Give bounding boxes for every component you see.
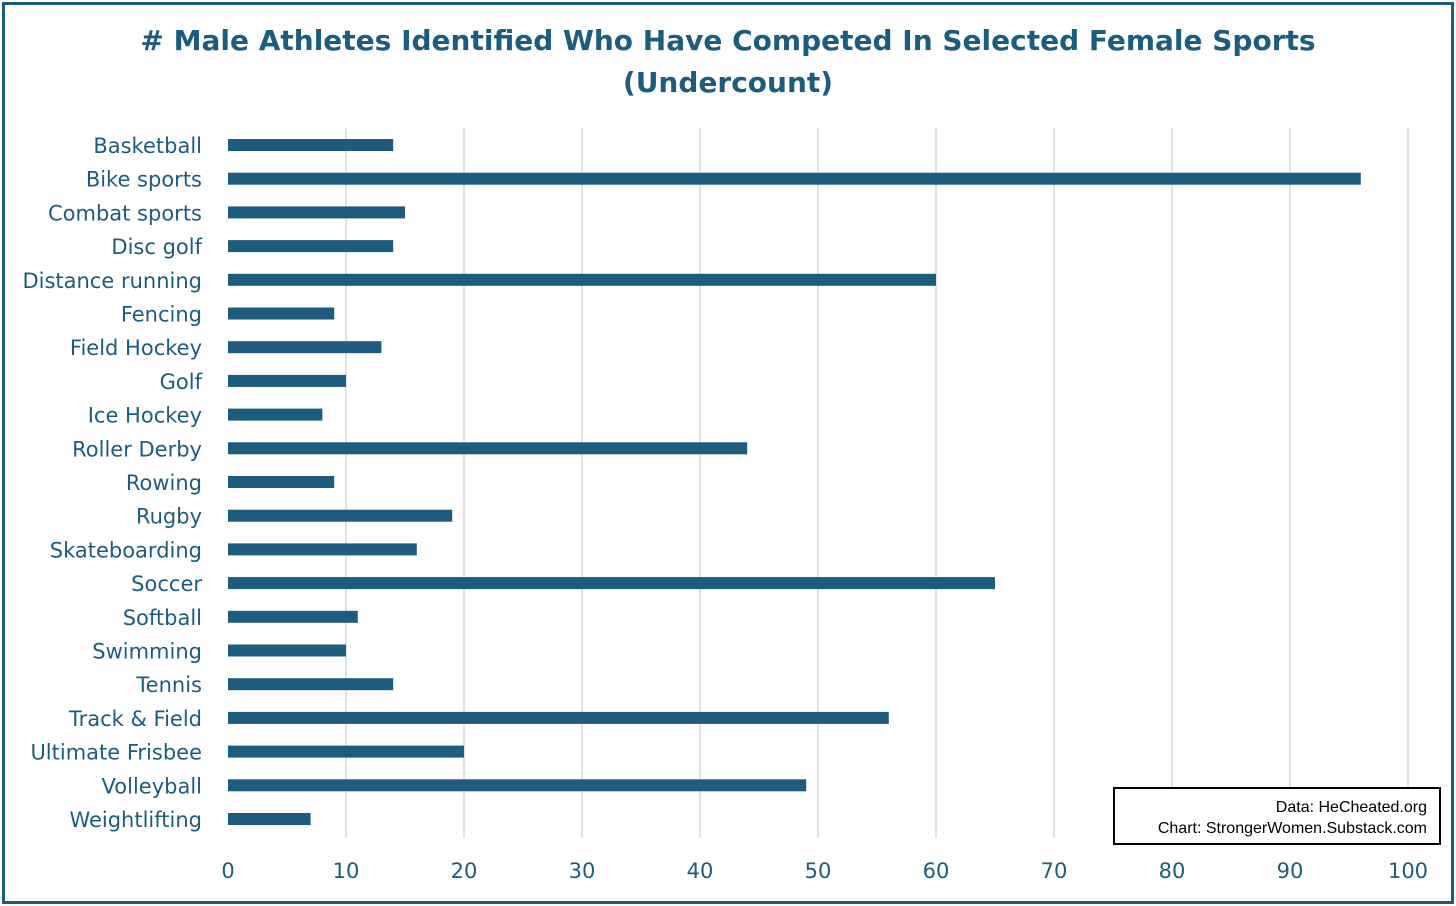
category-label-softball: Softball — [123, 606, 202, 630]
bar-soccer — [228, 577, 995, 590]
bar-softball — [228, 610, 358, 623]
bar-fencing — [228, 307, 335, 320]
bar-combat-sports — [228, 206, 405, 219]
x-tick-label-0: 0 — [221, 859, 234, 883]
data-source-text: Data: HeCheated.org — [1275, 799, 1427, 816]
category-label-basketball: Basketball — [93, 134, 202, 158]
bar-volleyball — [228, 779, 807, 792]
source-credit-box: Data: HeCheated.org Chart: StrongerWomen… — [1113, 787, 1441, 845]
category-label-golf: Golf — [160, 370, 203, 394]
bar-ultimate-frisbee — [228, 745, 464, 758]
category-label-rowing: Rowing — [126, 471, 202, 495]
category-label-combat-sports: Combat sports — [48, 201, 202, 225]
bar-skateboarding — [228, 543, 417, 556]
category-label-distance-running: Distance running — [22, 269, 202, 293]
category-label-rugby: Rugby — [136, 505, 202, 529]
bar-bike-sports — [228, 172, 1361, 185]
bar-field-hockey — [228, 341, 382, 354]
bars — [228, 139, 1361, 825]
category-label-fencing: Fencing — [121, 303, 202, 327]
bar-track-field — [228, 711, 889, 724]
category-label-field-hockey: Field Hockey — [70, 336, 202, 360]
category-label-ultimate-frisbee: Ultimate Frisbee — [30, 741, 202, 765]
category-label-swimming: Swimming — [92, 640, 202, 664]
bar-distance-running — [228, 273, 936, 286]
x-tick-label-100: 100 — [1388, 859, 1428, 883]
bar-rowing — [228, 476, 335, 488]
x-axis-tick-labels: 0 10 20 30 40 50 60 70 80 90 100 — [221, 859, 1428, 883]
category-labels: Basketball Bike sports Combat sports Disc g… — [22, 134, 202, 832]
bar-roller-derby — [228, 442, 748, 455]
x-tick-label-40: 40 — [687, 859, 714, 883]
gridlines — [345, 128, 1409, 838]
x-tick-label-90: 90 — [1277, 859, 1304, 883]
category-label-roller-derby: Roller Derby — [72, 437, 202, 461]
chart-title-line-1: # Male Athletes Identified Who Have Comp… — [140, 24, 1316, 57]
category-label-track-field: Track & Field — [68, 707, 202, 731]
chart-title-line-2: (Undercount) — [622, 66, 834, 99]
chart-source-text: Chart: StrongerWomen.Substack.com — [1157, 820, 1427, 837]
bar-weightlifting — [228, 813, 311, 825]
bar-golf — [228, 374, 346, 387]
category-label-tennis: Tennis — [135, 673, 202, 697]
category-label-bike-sports: Bike sports — [86, 168, 202, 192]
bar-disc-golf — [228, 240, 394, 253]
bar-rugby — [228, 509, 453, 522]
category-label-weightlifting: Weightlifting — [69, 808, 202, 832]
category-label-disc-golf: Disc golf — [111, 235, 202, 259]
x-tick-label-10: 10 — [333, 859, 360, 883]
bar-swimming — [228, 644, 346, 657]
chart-title: # Male Athletes Identified Who Have Comp… — [0, 20, 1456, 104]
x-tick-label-50: 50 — [805, 859, 832, 883]
bar-tennis — [228, 678, 394, 691]
x-tick-label-30: 30 — [569, 859, 596, 883]
category-label-ice-hockey: Ice Hockey — [88, 404, 202, 428]
bar-basketball — [228, 139, 394, 151]
category-label-soccer: Soccer — [131, 572, 202, 596]
x-tick-label-60: 60 — [923, 859, 950, 883]
x-tick-label-20: 20 — [451, 859, 478, 883]
x-tick-label-70: 70 — [1041, 859, 1068, 883]
x-tick-label-80: 80 — [1159, 859, 1186, 883]
bar-ice-hockey — [228, 408, 323, 421]
category-label-volleyball: Volleyball — [102, 774, 202, 798]
category-label-skateboarding: Skateboarding — [50, 538, 202, 562]
